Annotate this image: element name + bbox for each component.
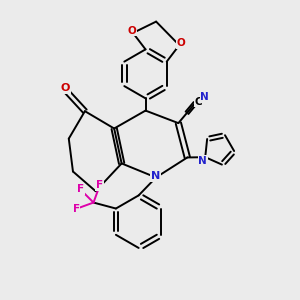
Text: N: N <box>151 171 160 181</box>
Text: N: N <box>200 92 209 102</box>
Text: C: C <box>194 97 202 107</box>
Text: F: F <box>96 180 103 190</box>
Text: O: O <box>127 26 136 36</box>
Text: F: F <box>73 204 80 214</box>
Text: O: O <box>61 83 70 93</box>
Text: F: F <box>77 184 84 194</box>
Text: N: N <box>199 156 207 166</box>
Text: O: O <box>176 38 185 48</box>
